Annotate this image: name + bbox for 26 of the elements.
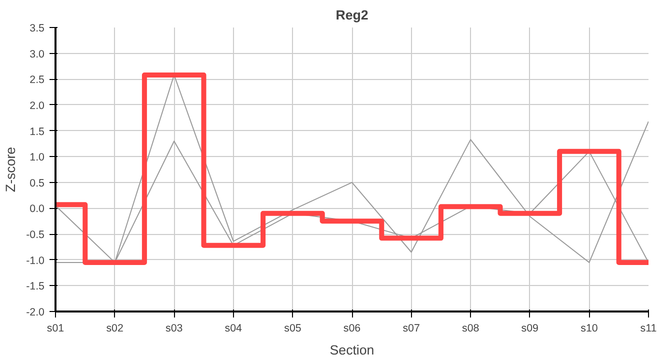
x-tick-label: s06 bbox=[343, 322, 361, 334]
y-tick-label: -1.0 bbox=[26, 254, 45, 267]
x-axis-title: Section bbox=[330, 342, 374, 358]
x-tick-label: s03 bbox=[166, 322, 183, 334]
x-tick-label: s07 bbox=[402, 322, 420, 334]
y-tick-label: 1.0 bbox=[30, 152, 45, 164]
x-tick-label: s05 bbox=[284, 322, 302, 334]
y-tick-label: 3.0 bbox=[30, 48, 45, 60]
y-tick-label: 0.0 bbox=[30, 203, 45, 216]
y-tick-label: 3.5 bbox=[30, 22, 45, 34]
y-tick-label: 2.0 bbox=[30, 100, 45, 112]
x-tick-label: s11 bbox=[640, 322, 657, 334]
y-tick-label: 0.5 bbox=[30, 177, 45, 190]
y-tick-label: -0.5 bbox=[26, 229, 45, 242]
y-tick-label: -2.0 bbox=[26, 306, 45, 318]
y-tick-label: 2.5 bbox=[30, 74, 45, 86]
x-tick-label: s04 bbox=[224, 322, 242, 334]
x-tick-label: s02 bbox=[106, 322, 124, 334]
y-tick-label: -1.5 bbox=[26, 280, 45, 293]
y-tick-label: 1.5 bbox=[30, 126, 45, 138]
x-tick-label: s09 bbox=[521, 322, 539, 334]
chart-title: Reg2 bbox=[336, 8, 368, 22]
x-tick-label: s10 bbox=[580, 322, 598, 334]
x-tick-label: s08 bbox=[462, 322, 480, 334]
y-axis-title: Z-score bbox=[3, 146, 18, 192]
x-tick-label: s01 bbox=[46, 322, 64, 334]
